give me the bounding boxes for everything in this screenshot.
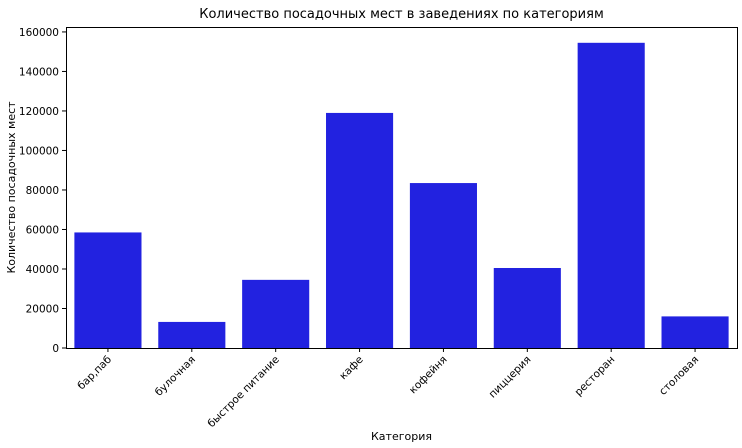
x-tick-label: столовая (657, 354, 701, 398)
x-tick-label: ресторан (572, 354, 617, 399)
y-tick-label: 120000 (19, 106, 59, 118)
y-axis-ticks: 0 20000 40000 60000 80000 100000 120000 140000 1… (19, 27, 66, 355)
bar-2 (242, 279, 310, 348)
bar-4 (409, 183, 477, 348)
y-tick-label: 100000 (19, 145, 59, 157)
y-tick-label: 140000 (19, 66, 59, 78)
y-tick-label: 80000 (26, 185, 59, 197)
bar-6 (577, 42, 645, 349)
bar-5 (493, 267, 561, 348)
bars-layer (74, 42, 729, 349)
y-tick-label: 20000 (26, 303, 59, 315)
plot-frame (66, 27, 738, 349)
chart-title: Количество посадочных мест в заведениях … (199, 7, 604, 22)
bar-1 (158, 321, 226, 348)
x-tick-label: бар,паб (75, 354, 114, 393)
x-axis-ticks: бар,паб булочная быстрое питание кафе кофейн… (75, 348, 701, 430)
x-tick-label: кофейня (407, 354, 450, 397)
y-tick-label: 160000 (19, 27, 59, 39)
x-tick-label: булочная (153, 354, 198, 399)
x-tick-label: пиццерия (487, 354, 534, 401)
x-axis-label: Категория (371, 430, 432, 443)
y-tick-label: 40000 (26, 264, 59, 276)
x-tick-label: быстрое питание (205, 354, 281, 430)
bar-3 (326, 112, 394, 348)
y-tick-label: 60000 (26, 224, 59, 236)
x-tick-label: кафе (337, 354, 365, 382)
y-axis-label: Количество посадочных мест (5, 101, 18, 274)
bar-0 (74, 232, 142, 348)
bar-7 (661, 316, 729, 348)
y-tick-label: 0 (52, 343, 59, 355)
